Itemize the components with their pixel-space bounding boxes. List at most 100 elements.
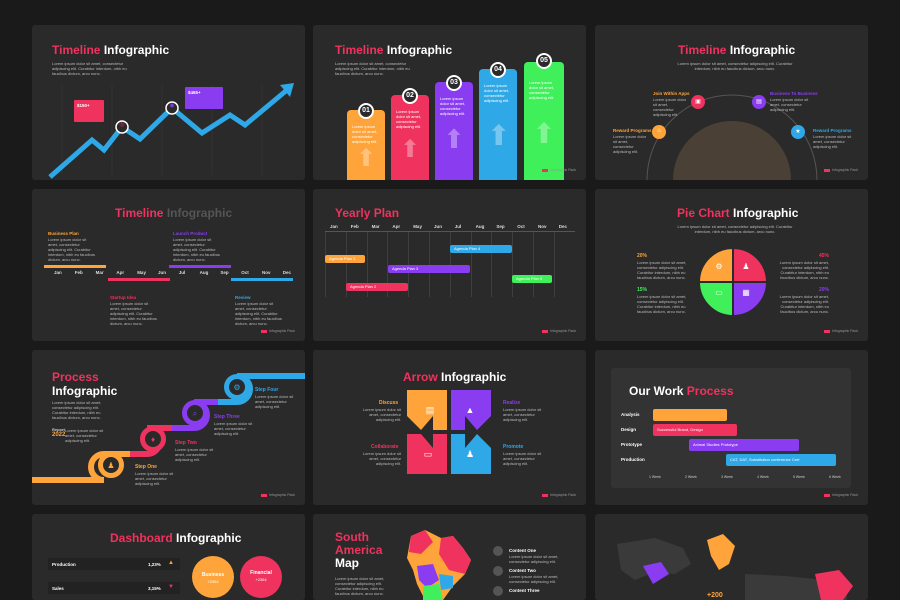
slide-map-asia[interactable]: +200 xyxy=(595,514,868,600)
step-badge xyxy=(182,400,208,426)
milestone-dot-pink xyxy=(691,95,705,109)
segment-bar-purple xyxy=(169,265,231,268)
slide-timeline-columns[interactable]: Timeline Infographic Lorem ipsum dolor s… xyxy=(313,25,586,180)
arrow-text: Lorem ipsum dolor sit amet, consectetur … xyxy=(503,451,542,466)
grid-line xyxy=(491,231,493,297)
cart-icon: ♦ xyxy=(150,435,156,444)
slide-description: Lorem ipsum dolor sit amet, consectetur … xyxy=(52,400,102,420)
week-label: 4 Week xyxy=(757,475,769,479)
slide-yearly-plan[interactable]: Yearly Plan Jan Feb Mar Apr May Jun Jul Aug Sep O… xyxy=(313,189,586,341)
slide-title: South America Map xyxy=(335,530,383,570)
triangle-down-icon: ▼ xyxy=(168,584,174,590)
month-label: Oct xyxy=(517,224,525,229)
callout-box: $150+ xyxy=(74,100,104,122)
slide-work-process[interactable]: Our Work Process Analysis Design Prototy… xyxy=(595,350,868,505)
month-label: Aug xyxy=(199,270,209,275)
month-label: Apr xyxy=(116,270,125,275)
item-label: Business To Business xyxy=(770,91,818,96)
month-label: Jan xyxy=(54,270,62,275)
milestone-dot-orange xyxy=(652,125,666,139)
slide-arrow[interactable]: Arrow Infographic ▤ ▲ ▭ ♟ Discuss Lorem … xyxy=(313,350,586,505)
up-arrow-icon: ⬆ xyxy=(487,120,511,151)
asia-map xyxy=(617,534,853,600)
slide-south-america-map[interactable]: South America Map Lorem ipsum dolor sit am… xyxy=(313,514,586,600)
gift-icon: ⌂ xyxy=(657,128,661,134)
month-label: Aug xyxy=(475,224,485,229)
plan-bar: Agenda Plan 3 xyxy=(388,265,470,273)
step-badge xyxy=(98,452,124,478)
stat-label: Production xyxy=(52,562,76,567)
arrow-text: Lorem ipsum dolor sit amet, consectetur … xyxy=(362,451,401,466)
row-label: Production xyxy=(621,457,645,462)
up-arrow-icon: ⬆ xyxy=(399,136,421,163)
arrow-cluster xyxy=(407,390,491,474)
month-label: Jun xyxy=(158,270,167,275)
grid-line xyxy=(345,231,347,297)
milestone-dot-blue xyxy=(791,125,805,139)
pct-label: 20% xyxy=(637,253,648,259)
slide-semicircle-timeline[interactable]: Timeline Infographic Lorem ipsum dolor s… xyxy=(595,25,868,180)
arrow-label: Collaborate xyxy=(371,444,399,450)
callout-box: $465+ xyxy=(185,87,223,109)
triangle-up-icon: ▲ xyxy=(168,560,174,566)
grid-line xyxy=(429,231,430,297)
pct-text: Lorem ipsum dolor sit amet, consectetur … xyxy=(637,260,687,280)
step-label: Step Two xyxy=(175,440,197,446)
item-text: Lorem ipsum dolor sit amet, consectetur … xyxy=(613,134,647,154)
item-label: Reward Programs xyxy=(613,128,652,133)
slide-dashboard[interactable]: Dashboard Infographic Production 1,23% ▲… xyxy=(32,514,305,600)
circle-label: Financial xyxy=(250,570,272,576)
circle-value: +2364 xyxy=(255,577,267,582)
pct-text: Lorem ipsum dolor sit amet, consectetur … xyxy=(779,260,829,280)
slide-description: Lorem ipsum dolor sit amet, consectetur … xyxy=(52,61,127,76)
slide-description: Lorem ipsum dolor sit amet, consectetur … xyxy=(335,576,385,596)
slide-title: Our Work Process xyxy=(629,384,734,398)
stat-value: 3,15% xyxy=(148,586,161,591)
slide-timeline-months[interactable]: Timeline Infographic Business Plan Lorem… xyxy=(32,189,305,341)
month-label: Mar xyxy=(95,270,104,275)
step-text: Lorem ipsum dolor sit amet, consectetur … xyxy=(255,394,294,409)
slide-pie-chart[interactable]: Pie Chart Infographic Lorem ipsum dolor … xyxy=(595,189,868,341)
slide-title: Timeline Infographic xyxy=(52,43,170,57)
step-label: Step One xyxy=(135,464,157,470)
week-label: 2 Week xyxy=(685,475,697,479)
step-text: Lorem ipsum dolor sit amet, consectetur … xyxy=(135,471,174,486)
column-3: Lorem ipsum dolor sit amet, consectetur … xyxy=(435,82,473,180)
step-number: 01 xyxy=(358,103,374,119)
slide-process[interactable]: Process Infographic Lorem ipsum dolor sit… xyxy=(32,350,305,505)
slide-title: Pie Chart Infographic xyxy=(677,206,799,220)
segment-bar-pink xyxy=(108,278,170,281)
footer-brand: Infographic Pack xyxy=(824,168,858,172)
south-america-map xyxy=(407,530,471,600)
milestone-text: Lorem ipsum dolor sit amet, consectetur … xyxy=(110,301,157,326)
map-value: +200 xyxy=(707,592,723,599)
building-icon: ▦ xyxy=(742,288,750,297)
briefcase-icon: ▤ xyxy=(756,99,762,105)
step-label: Step Three xyxy=(214,414,240,420)
slide-title: Arrow Infographic xyxy=(403,370,507,384)
grid-line xyxy=(512,231,514,297)
target-icon: ◎ xyxy=(119,122,125,128)
slide-title: Process Infographic xyxy=(52,370,118,398)
plan-bar: Agenda Plan 4 xyxy=(450,245,512,253)
stat-row xyxy=(48,558,180,570)
footer-brand: Infographic Pack xyxy=(824,329,858,333)
people-icon: ♟ xyxy=(742,262,750,271)
plan-bar: Agenda Plan 2 xyxy=(346,283,408,291)
up-arrow-icon: ⬆ xyxy=(532,118,556,149)
plan-bar: Agenda Plan 5 xyxy=(512,275,552,283)
year-text: Lorem ipsum dolor sit amet, consectetur … xyxy=(65,428,104,443)
footer-brand: Infographic Pack xyxy=(261,493,295,497)
stat-row xyxy=(48,582,180,594)
month-label: Oct xyxy=(241,270,249,275)
arrow-label: Discuss xyxy=(379,400,399,406)
slide-timeline-line[interactable]: Timeline Infographic Lorem ipsum dolor s… xyxy=(32,25,305,180)
year-value: 2022 xyxy=(52,432,66,438)
content-dot xyxy=(493,546,503,556)
segment-bar-orange xyxy=(44,265,106,268)
row-label: Analysis xyxy=(621,412,640,417)
arrow-text: Lorem ipsum dolor sit amet, consectetur … xyxy=(503,407,542,422)
row-label: Design xyxy=(621,427,637,432)
column-5: Lorem ipsum dolor sit amet, consectetur … xyxy=(524,62,564,180)
pct-label: 20% xyxy=(819,287,830,293)
